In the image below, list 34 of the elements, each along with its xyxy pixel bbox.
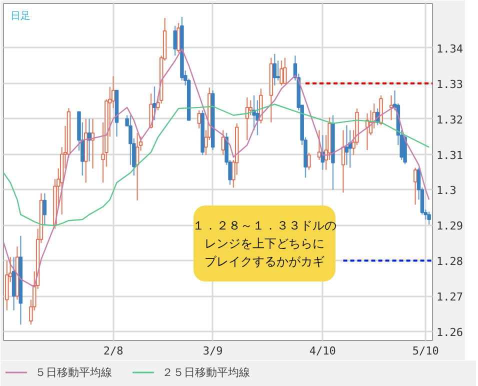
candlestick — [256, 100, 260, 136]
text: 日足 — [10, 11, 30, 22]
candlestick — [341, 130, 346, 194]
x-tick-label: 5/10 — [412, 344, 439, 358]
candlestick — [317, 130, 322, 161]
candlestick — [272, 53, 276, 86]
y-tick-label: 1.3 — [436, 184, 456, 198]
y-tick-label: 1.32 — [436, 113, 463, 126]
legend-label: ２５日移動平均線 — [162, 364, 250, 380]
candlestick — [280, 60, 284, 86]
candlestick — [307, 152, 311, 170]
candlestick — [248, 100, 252, 116]
y-tick-label: 1.31 — [436, 148, 463, 162]
candlestick — [173, 25, 177, 56]
y-tick-label: 1.26 — [436, 326, 463, 340]
y-tick-label: 1.33 — [436, 78, 463, 91]
y-tick-label: 1.28 — [436, 255, 463, 268]
candlestick — [42, 192, 47, 226]
y-tick-label: 1.27 — [436, 290, 463, 304]
y-tick-label: 1.29 — [436, 220, 463, 233]
candlestick — [152, 86, 156, 121]
annotation: レンジを上下どちらに — [204, 236, 324, 250]
x-tick-label: 3/9 — [202, 344, 223, 358]
annotation: ブレイクするかがカギ — [204, 254, 324, 268]
legend-label: ５日移動平均線 — [35, 364, 112, 380]
candlestick — [344, 124, 349, 166]
candlestick — [413, 167, 418, 206]
candlestick — [427, 211, 431, 226]
x-tick-label: 2/8 — [103, 344, 124, 358]
y-tick-label: 1.34 — [436, 42, 464, 56]
x-tick-label: 4/10 — [309, 344, 336, 358]
candlestick — [149, 93, 153, 129]
candlestick — [276, 60, 280, 82]
candlestick — [283, 57, 287, 84]
